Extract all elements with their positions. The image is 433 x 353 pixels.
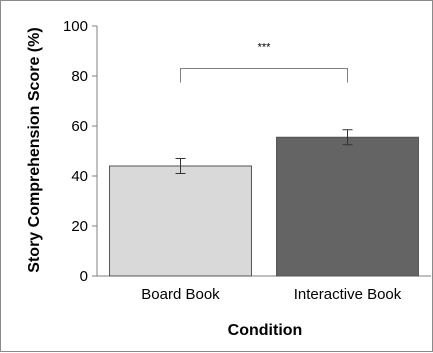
- significance-label: ***: [258, 42, 272, 54]
- x-axis-title: Condition: [228, 322, 303, 339]
- bar: [109, 165, 252, 277]
- y-tick-label: 0: [80, 268, 88, 285]
- y-tick-label: 80: [71, 68, 88, 85]
- significance-bracket: [180, 68, 348, 83]
- bar: [276, 136, 419, 277]
- y-tick-label: 100: [63, 18, 88, 35]
- y-tick-label: 60: [71, 118, 88, 135]
- y-tick-label: 20: [71, 218, 88, 235]
- x-tick-label: Board Book: [141, 286, 220, 303]
- y-axis-title: Story Comprehension Score (%): [26, 27, 43, 272]
- y-tick-label: 40: [71, 168, 88, 185]
- x-tick-label: Interactive Book: [294, 286, 402, 303]
